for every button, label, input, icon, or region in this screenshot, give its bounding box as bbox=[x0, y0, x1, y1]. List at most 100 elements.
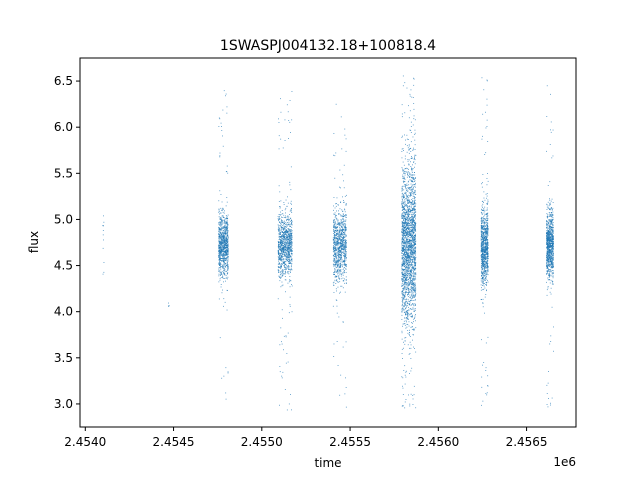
scatter-point bbox=[404, 171, 406, 172]
scatter-point bbox=[402, 247, 404, 249]
scatter-point bbox=[221, 226, 223, 228]
scatter-point bbox=[287, 234, 289, 235]
scatter-point bbox=[410, 245, 412, 247]
scatter-point bbox=[401, 245, 403, 247]
scatter-point bbox=[343, 252, 345, 254]
scatter-point bbox=[407, 174, 408, 175]
scatter-point bbox=[412, 303, 414, 305]
scatter-point bbox=[409, 240, 411, 242]
scatter-point bbox=[225, 222, 227, 224]
scatter-point bbox=[221, 201, 223, 203]
scatter-point bbox=[406, 168, 408, 170]
scatter-point bbox=[220, 263, 222, 265]
scatter-point bbox=[410, 248, 412, 250]
scatter-point bbox=[281, 249, 282, 251]
scatter-point bbox=[346, 204, 347, 206]
scatter-point bbox=[412, 287, 414, 289]
scatter-point bbox=[406, 280, 407, 282]
scatter-point bbox=[412, 303, 413, 305]
scatter-point bbox=[334, 213, 335, 215]
scatter-point bbox=[402, 148, 404, 150]
scatter-point bbox=[227, 240, 229, 242]
scatter-point bbox=[289, 241, 291, 243]
scatter-point bbox=[413, 239, 415, 241]
scatter-point bbox=[334, 219, 336, 220]
scatter-point bbox=[227, 265, 229, 267]
scatter-point bbox=[334, 252, 336, 254]
scatter-point bbox=[218, 231, 220, 233]
scatter-point bbox=[336, 227, 338, 229]
scatter-point bbox=[340, 246, 342, 247]
scatter-point bbox=[225, 242, 227, 244]
scatter-point bbox=[410, 233, 412, 235]
scatter-point bbox=[405, 246, 407, 248]
scatter-point bbox=[411, 188, 413, 190]
scatter-point bbox=[290, 209, 292, 211]
scatter-point bbox=[412, 230, 413, 232]
scatter-point bbox=[221, 239, 223, 241]
scatter-point bbox=[408, 309, 410, 311]
scatter-point bbox=[281, 341, 282, 343]
scatter-point bbox=[411, 220, 413, 222]
scatter-point bbox=[222, 266, 224, 268]
scatter-point bbox=[218, 270, 220, 272]
scatter-point bbox=[290, 261, 291, 263]
scatter-point bbox=[415, 264, 416, 266]
scatter-point bbox=[168, 305, 170, 306]
scatter-point bbox=[223, 238, 225, 240]
scatter-point bbox=[406, 301, 408, 303]
scatter-point bbox=[412, 233, 414, 235]
scatter-point bbox=[404, 365, 406, 367]
scatter-point bbox=[223, 261, 225, 263]
scatter-point bbox=[285, 223, 286, 225]
scatter-point bbox=[290, 239, 291, 241]
scatter-point bbox=[284, 261, 286, 263]
scatter-point bbox=[338, 248, 339, 250]
scatter-point bbox=[405, 188, 407, 190]
scatter-point bbox=[220, 244, 222, 245]
scatter-point bbox=[412, 178, 414, 179]
scatter-point bbox=[226, 249, 228, 251]
scatter-point bbox=[403, 201, 405, 203]
scatter-point bbox=[288, 239, 289, 240]
scatter-point bbox=[290, 231, 292, 232]
scatter-point bbox=[414, 244, 415, 245]
scatter-point bbox=[287, 249, 288, 250]
scatter-point bbox=[403, 221, 405, 223]
scatter-point bbox=[409, 273, 411, 274]
scatter-point bbox=[340, 240, 342, 242]
scatter-point bbox=[409, 403, 411, 405]
scatter-point bbox=[224, 223, 226, 225]
scatter-point bbox=[413, 258, 415, 260]
scatter-point bbox=[410, 195, 412, 196]
scatter-point bbox=[409, 308, 411, 309]
scatter-point bbox=[221, 222, 223, 224]
scatter-point bbox=[279, 274, 281, 275]
scatter-point bbox=[288, 238, 290, 239]
scatter-point bbox=[222, 256, 223, 257]
scatter-point bbox=[340, 238, 342, 240]
scatter-point bbox=[287, 249, 289, 251]
scatter-point bbox=[409, 259, 410, 261]
scatter-point bbox=[345, 241, 346, 242]
scatter-point bbox=[280, 264, 282, 266]
scatter-point bbox=[410, 260, 411, 262]
scatter-point bbox=[227, 238, 228, 240]
scatter-point bbox=[277, 241, 279, 242]
scatter-point bbox=[408, 168, 409, 170]
scatter-point bbox=[401, 148, 403, 150]
scatter-point bbox=[411, 207, 413, 209]
scatter-point bbox=[222, 267, 224, 269]
scatter-point bbox=[410, 210, 411, 212]
scatter-point bbox=[413, 262, 415, 264]
scatter-point bbox=[333, 234, 335, 236]
scatter-point bbox=[345, 214, 347, 216]
scatter-point bbox=[403, 204, 405, 206]
scatter-point bbox=[402, 258, 404, 259]
scatter-point bbox=[281, 259, 283, 261]
scatter-point bbox=[334, 260, 336, 262]
scatter-point bbox=[410, 271, 412, 273]
scatter-point bbox=[337, 256, 339, 257]
scatter-point bbox=[412, 234, 414, 236]
scatter-point bbox=[225, 237, 227, 239]
